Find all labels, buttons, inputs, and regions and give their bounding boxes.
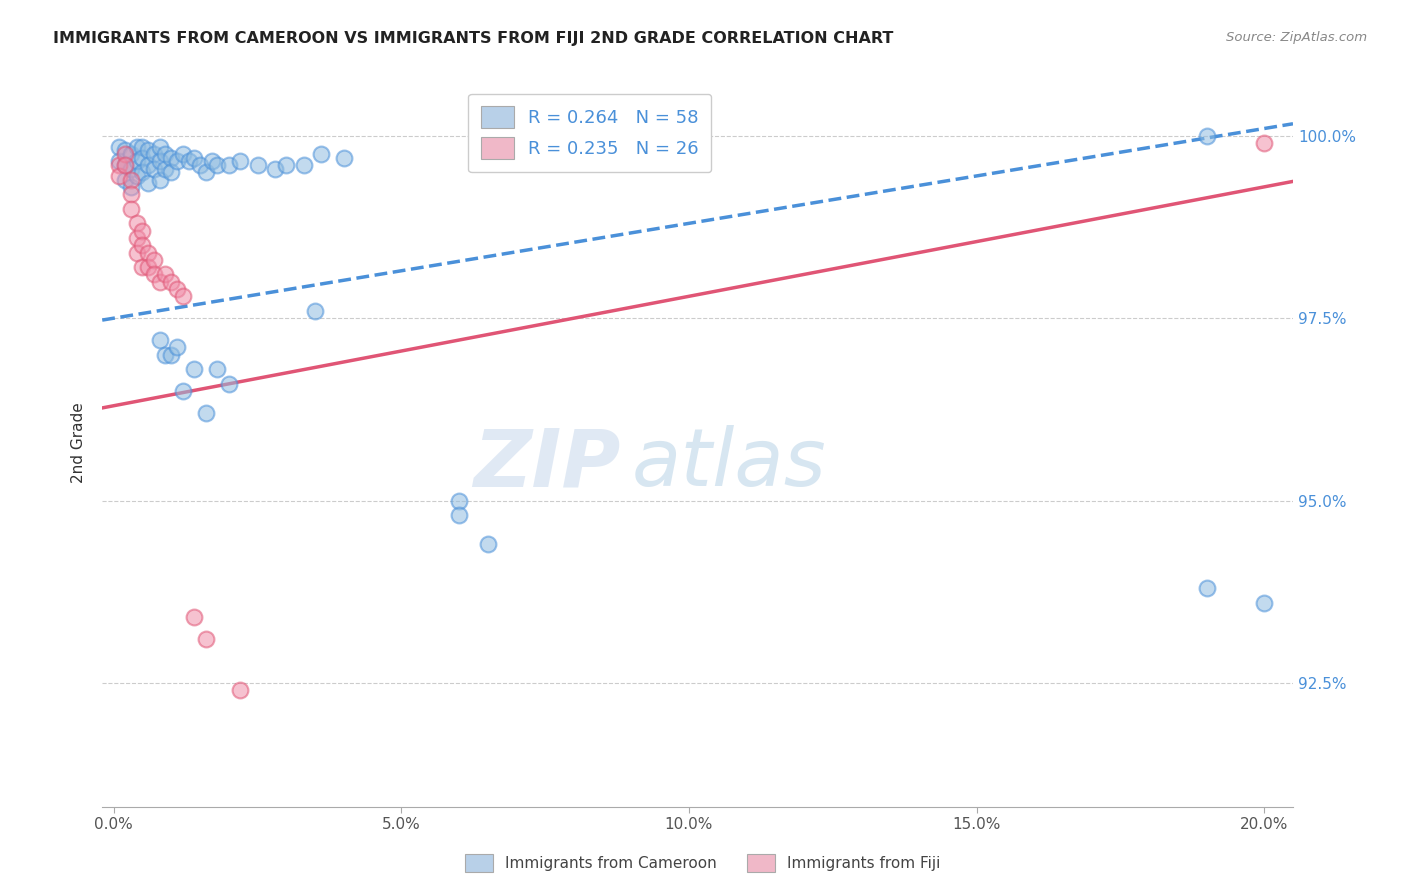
Point [136, 260, 159, 274]
Point [143, 268, 166, 282]
Point [114, 144, 136, 158]
Point [143, 147, 166, 161]
Point [125, 154, 148, 169]
Point [131, 260, 153, 274]
Point [108, 169, 131, 183]
Text: IMMIGRANTS FROM CAMEROON VS IMMIGRANTS FROM FIJI 2ND GRADE CORRELATION CHART: IMMIGRANTS FROM CAMEROON VS IMMIGRANTS F… [53, 31, 894, 46]
Point [149, 172, 172, 186]
Point [447, 508, 470, 523]
Point [136, 144, 159, 158]
Text: Source: ZipAtlas.com: Source: ZipAtlas.com [1226, 31, 1367, 45]
Point [183, 610, 205, 624]
Point [207, 158, 229, 172]
Point [183, 151, 205, 165]
Point [114, 158, 136, 172]
Point [194, 165, 217, 179]
Point [125, 245, 148, 260]
Point [1253, 596, 1275, 610]
Point [477, 537, 499, 551]
Point [166, 282, 188, 296]
Point [1195, 128, 1218, 143]
Point [131, 151, 153, 165]
Point [177, 154, 200, 169]
Point [136, 158, 159, 172]
Legend: Immigrants from Cameroon, Immigrants from Fiji: Immigrants from Cameroon, Immigrants fro… [458, 846, 948, 880]
Point [263, 161, 285, 176]
Point [218, 158, 240, 172]
Point [120, 179, 142, 194]
Point [114, 172, 136, 186]
Point [447, 493, 470, 508]
Point [143, 161, 166, 176]
Point [276, 158, 298, 172]
Point [218, 376, 240, 391]
Point [304, 304, 326, 318]
Point [155, 268, 177, 282]
Point [114, 147, 136, 161]
Point [194, 632, 217, 647]
Point [229, 683, 252, 698]
Point [188, 158, 211, 172]
Point [108, 140, 131, 154]
Point [155, 161, 177, 176]
Point [1253, 136, 1275, 150]
Point [160, 165, 183, 179]
Point [172, 147, 194, 161]
Point [160, 275, 183, 289]
Point [155, 147, 177, 161]
Point [155, 348, 177, 362]
Point [143, 252, 166, 267]
Point [194, 406, 217, 420]
Point [125, 169, 148, 183]
Point [125, 216, 148, 230]
Point [160, 151, 183, 165]
Point [292, 158, 315, 172]
Point [131, 238, 153, 252]
Point [131, 224, 153, 238]
Point [149, 275, 172, 289]
Point [207, 362, 229, 376]
Point [108, 154, 131, 169]
Text: ZIP: ZIP [472, 425, 620, 503]
Point [131, 140, 153, 154]
Point [149, 154, 172, 169]
Legend: R = 0.264   N = 58, R = 0.235   N = 26: R = 0.264 N = 58, R = 0.235 N = 26 [468, 94, 711, 172]
Point [114, 158, 136, 172]
Point [120, 172, 142, 186]
Point [246, 158, 269, 172]
Point [172, 384, 194, 399]
Point [172, 289, 194, 303]
Y-axis label: 2nd Grade: 2nd Grade [72, 401, 86, 483]
Point [1195, 581, 1218, 595]
Point [200, 154, 222, 169]
Point [120, 161, 142, 176]
Point [120, 147, 142, 161]
Point [131, 165, 153, 179]
Point [333, 151, 356, 165]
Point [166, 154, 188, 169]
Point [183, 362, 205, 376]
Point [160, 348, 183, 362]
Point [125, 231, 148, 245]
Point [149, 333, 172, 347]
Point [120, 202, 142, 216]
Point [166, 340, 188, 354]
Point [136, 176, 159, 190]
Point [120, 187, 142, 202]
Point [149, 140, 172, 154]
Point [136, 245, 159, 260]
Point [125, 140, 148, 154]
Point [108, 158, 131, 172]
Point [229, 154, 252, 169]
Point [309, 147, 332, 161]
Text: atlas: atlas [633, 425, 827, 503]
